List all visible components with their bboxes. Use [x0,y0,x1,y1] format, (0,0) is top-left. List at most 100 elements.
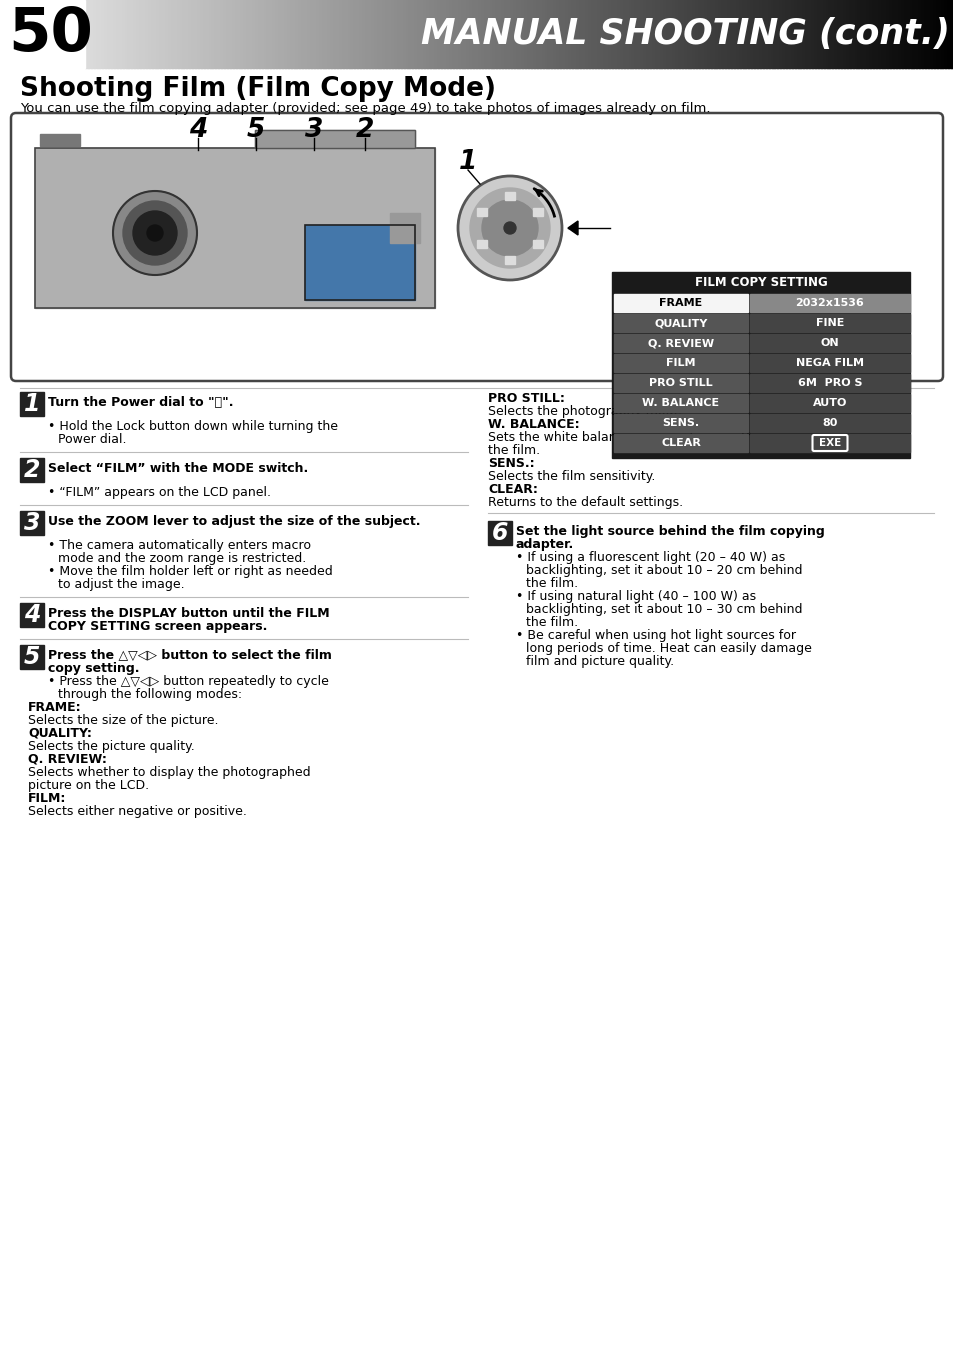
Bar [108,0,112,68]
Bar [912,0,917,68]
Bar [614,394,747,412]
Bar [741,0,745,68]
Bar [296,0,300,68]
Bar [389,0,393,68]
Bar [866,0,870,68]
Bar [640,0,644,68]
Bar [20,645,44,669]
Bar [838,0,841,68]
Circle shape [481,201,537,256]
Bar [476,209,487,215]
Bar [201,0,205,68]
Text: 2: 2 [355,117,374,144]
Text: Turn the Power dial to "Ⓜ".: Turn the Power dial to "Ⓜ". [48,396,233,409]
Bar [172,0,175,68]
Text: • If using a fluorescent light (20 – 40 W) as: • If using a fluorescent light (20 – 40 … [516,551,784,564]
Bar [805,0,809,68]
Bar [152,0,155,68]
Bar [707,0,711,68]
Bar [264,0,268,68]
Bar [423,0,427,68]
Bar [649,0,653,68]
Bar [254,130,415,148]
Text: long periods of time. Heat can easily damage: long periods of time. Heat can easily da… [525,642,811,654]
Bar [930,0,934,68]
Text: Q. REVIEW: Q. REVIEW [647,337,713,348]
Bar [354,0,358,68]
FancyBboxPatch shape [812,435,846,451]
Bar [886,0,890,68]
Bar [652,0,656,68]
Bar [749,415,909,432]
Bar [510,0,515,68]
Bar [305,0,309,68]
Bar [699,0,702,68]
Bar [614,333,747,352]
Bar [461,0,465,68]
Bar [841,0,844,68]
Bar [126,0,130,68]
Bar [614,415,747,432]
Text: FILM: FILM [665,358,695,369]
Bar [105,0,109,68]
Bar [551,0,555,68]
Text: 50: 50 [8,4,92,64]
Bar [316,0,320,68]
Bar [186,0,190,68]
Bar [132,0,135,68]
Text: QUALITY: QUALITY [654,318,707,328]
Bar [771,0,775,68]
Bar [360,0,364,68]
Text: 6M  PRO S: 6M PRO S [797,378,862,388]
Text: the film.: the film. [525,577,578,589]
Text: Q. REVIEW:: Q. REVIEW: [28,753,107,766]
Bar [600,0,604,68]
Bar [412,0,416,68]
Bar [537,0,540,68]
Bar [308,0,312,68]
Bar [895,0,899,68]
Text: Sets the white balance in accordance with: Sets the white balance in accordance wit… [488,431,753,444]
Bar [883,0,887,68]
Bar [898,0,902,68]
Bar [501,0,505,68]
Bar [814,0,818,68]
Bar [663,0,667,68]
Bar [450,0,454,68]
Text: • Press the △▽◁▷ button repeatedly to cycle: • Press the △▽◁▷ button repeatedly to cy… [48,675,329,688]
Bar [777,0,781,68]
Text: Use the ZOOM lever to adjust the size of the subject.: Use the ZOOM lever to adjust the size of… [48,515,420,528]
FancyBboxPatch shape [11,112,942,381]
Text: Set the light source behind the film copying: Set the light source behind the film cop… [516,524,824,538]
Text: picture on the LCD.: picture on the LCD. [28,779,149,793]
Bar [267,0,271,68]
Bar [273,0,277,68]
Bar [254,130,415,148]
Bar [261,0,265,68]
Bar [192,0,196,68]
Bar [478,0,482,68]
Bar [936,0,940,68]
Circle shape [132,211,177,255]
Bar [749,333,909,352]
Bar [710,0,714,68]
Bar [183,0,187,68]
Bar [924,0,928,68]
Bar [140,0,144,68]
Bar [441,0,445,68]
Text: the film.: the film. [488,444,539,457]
Bar [377,0,381,68]
Bar [852,0,856,68]
Bar [736,0,740,68]
Bar [808,0,812,68]
Bar [522,0,526,68]
Bar [20,458,44,482]
Text: mode and the zoom range is restricted.: mode and the zoom range is restricted. [58,551,306,565]
Text: 2032x1536: 2032x1536 [795,298,863,308]
Bar [241,0,245,68]
Bar [585,0,589,68]
Bar [476,0,479,68]
Text: through the following modes:: through the following modes: [58,688,242,701]
Bar [35,148,435,308]
Bar [93,0,97,68]
